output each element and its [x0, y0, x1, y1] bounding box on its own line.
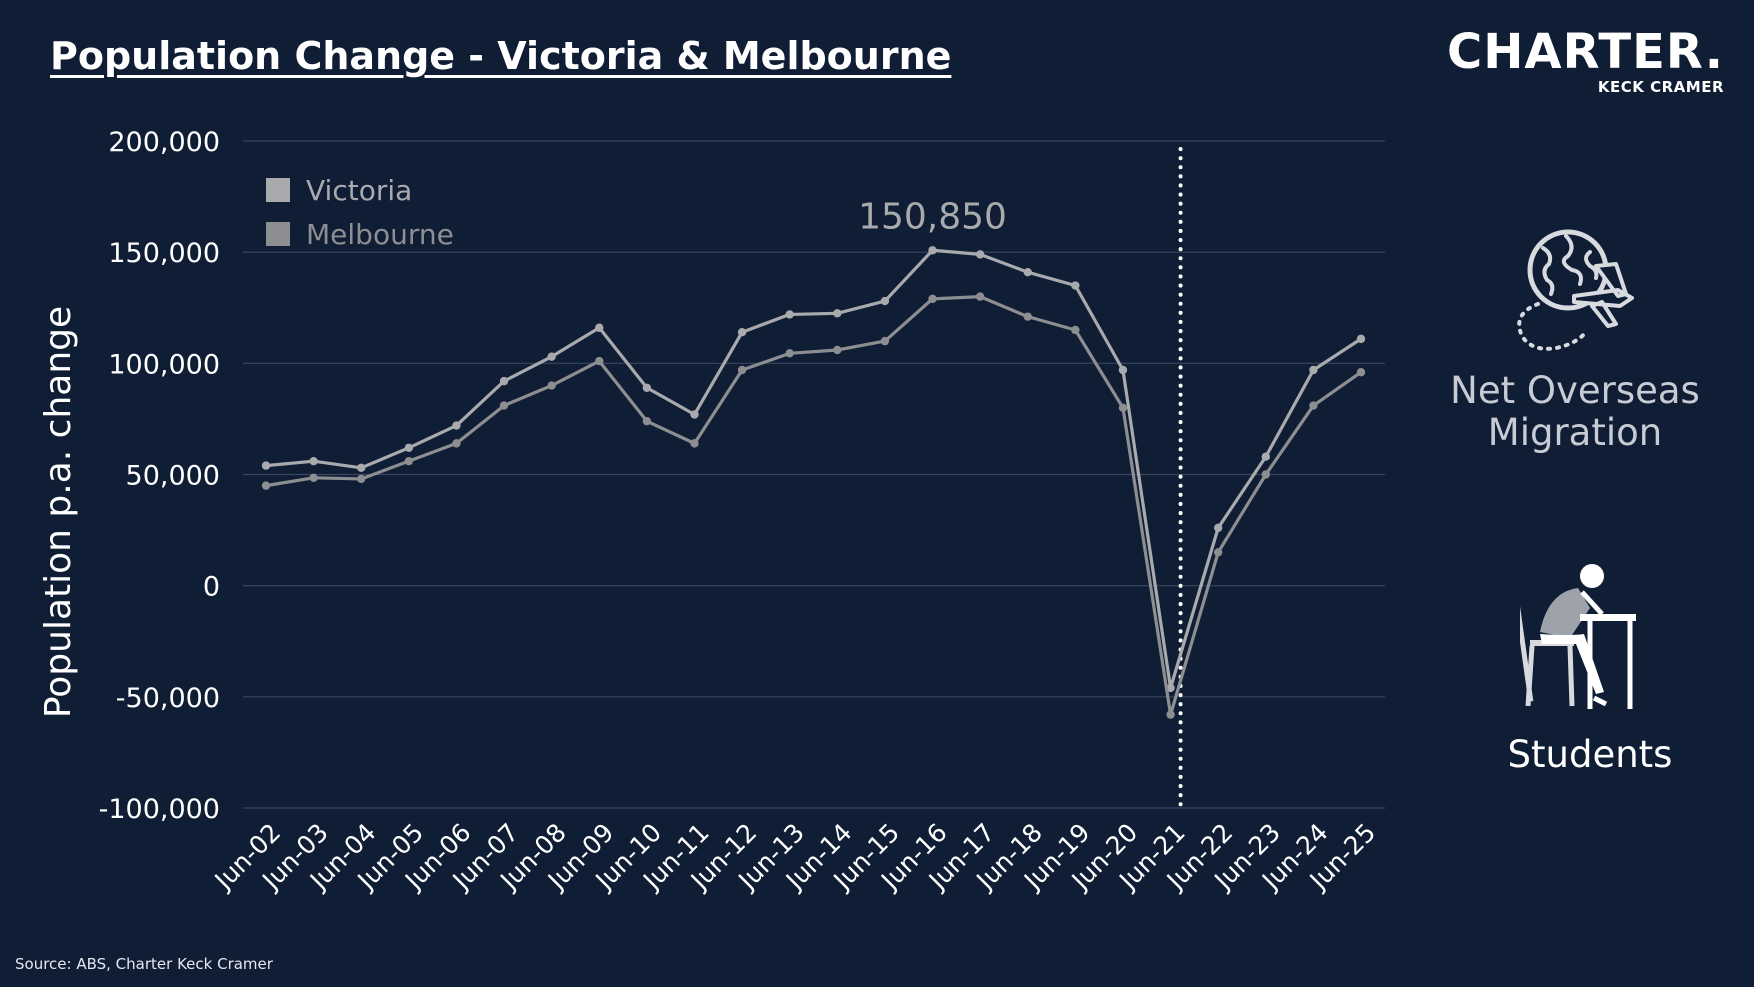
melbourne-data-point: [452, 439, 461, 448]
victoria-data-point: [1166, 683, 1175, 693]
victoria-data-point: [547, 352, 556, 361]
y-tick-label: 100,000: [108, 349, 220, 380]
victoria-series-line: [265, 248, 1362, 690]
victoria-data-point: [309, 456, 318, 466]
y-tick-label: 200,000: [108, 127, 220, 158]
melbourne-data-point: [975, 292, 985, 301]
y-axis-label: Population p.a. change: [38, 306, 79, 718]
victoria-data-point: [452, 421, 461, 430]
y-tick-label: -100,000: [99, 794, 220, 825]
melbourne-data-point: [499, 401, 509, 410]
y-tick-label: 50,000: [126, 461, 220, 492]
student-studying-icon: [1520, 564, 1636, 709]
melbourne-data-point: [1071, 325, 1080, 335]
y-tick-label: 150,000: [108, 238, 220, 269]
legend-swatch: [266, 178, 290, 202]
victoria-data-point: [357, 463, 366, 473]
victoria-data-point: [1118, 365, 1128, 375]
victoria-data-point: [642, 383, 652, 392]
melbourne-data-point: [833, 345, 842, 355]
brand-logo: CHARTER. KECK CRAMER: [1447, 28, 1724, 96]
melbourne-data-point: [1118, 403, 1128, 412]
melbourne-data-point: [928, 294, 937, 304]
victoria-data-point: [1261, 452, 1270, 461]
legend-swatch: [266, 222, 290, 246]
melbourne-data-point: [357, 474, 366, 484]
melbourne-data-point: [261, 481, 271, 490]
melbourne-data-point: [404, 456, 414, 466]
victoria-data-point: [1356, 334, 1366, 344]
melbourne-data-point: [1213, 548, 1223, 557]
peak-annotation: 150,850: [858, 196, 1007, 237]
victoria-data-point: [880, 296, 890, 306]
victoria-data-point: [1071, 281, 1080, 290]
victoria-data-point: [404, 443, 414, 453]
melbourne-data-point: [1166, 710, 1175, 719]
victoria-data-point: [975, 250, 985, 259]
page-title: Population Change - Victoria & Melbourne: [50, 34, 952, 78]
melbourne-data-point: [880, 336, 890, 346]
victoria-data-point: [737, 328, 747, 337]
melbourne-data-point: [737, 365, 747, 375]
melbourne-data-point: [642, 416, 652, 426]
legend-label: Melbourne: [306, 218, 454, 251]
globe-plane-icon: [1517, 229, 1634, 351]
legend-label: Victoria: [306, 174, 412, 207]
victoria-data-point: [928, 246, 937, 255]
net-overseas-migration-label: Net Overseas Migration: [1450, 369, 1700, 454]
victoria-data-point: [261, 461, 271, 470]
victoria-data-point: [499, 376, 509, 386]
melbourne-data-point: [309, 473, 318, 483]
melbourne-data-point: [1309, 401, 1318, 410]
victoria-data-point: [833, 309, 842, 318]
logo-subtitle: KECK CRAMER: [1597, 78, 1724, 96]
victoria-data-point: [785, 310, 794, 319]
students-label: Students: [1507, 733, 1673, 776]
melbourne-data-point: [1356, 368, 1366, 377]
melbourne-series-line: [265, 295, 1362, 717]
victoria-data-point: [1309, 365, 1318, 375]
victoria-data-point: [690, 410, 699, 419]
melbourne-data-point: [1023, 312, 1032, 321]
melbourne-data-point: [785, 349, 794, 358]
victoria-data-point: [1023, 267, 1032, 277]
victoria-data-point: [1213, 523, 1223, 533]
melbourne-data-point: [547, 381, 556, 390]
source-note: Source: ABS, Charter Keck Cramer: [15, 955, 273, 973]
melbourne-data-point: [595, 356, 604, 366]
logo-wordmark: CHARTER.: [1447, 24, 1724, 80]
melbourne-data-point: [690, 439, 699, 448]
y-tick-label: -50,000: [116, 683, 220, 714]
y-tick-label: 0: [203, 572, 220, 603]
melbourne-data-point: [1261, 470, 1270, 479]
victoria-data-point: [595, 323, 604, 332]
